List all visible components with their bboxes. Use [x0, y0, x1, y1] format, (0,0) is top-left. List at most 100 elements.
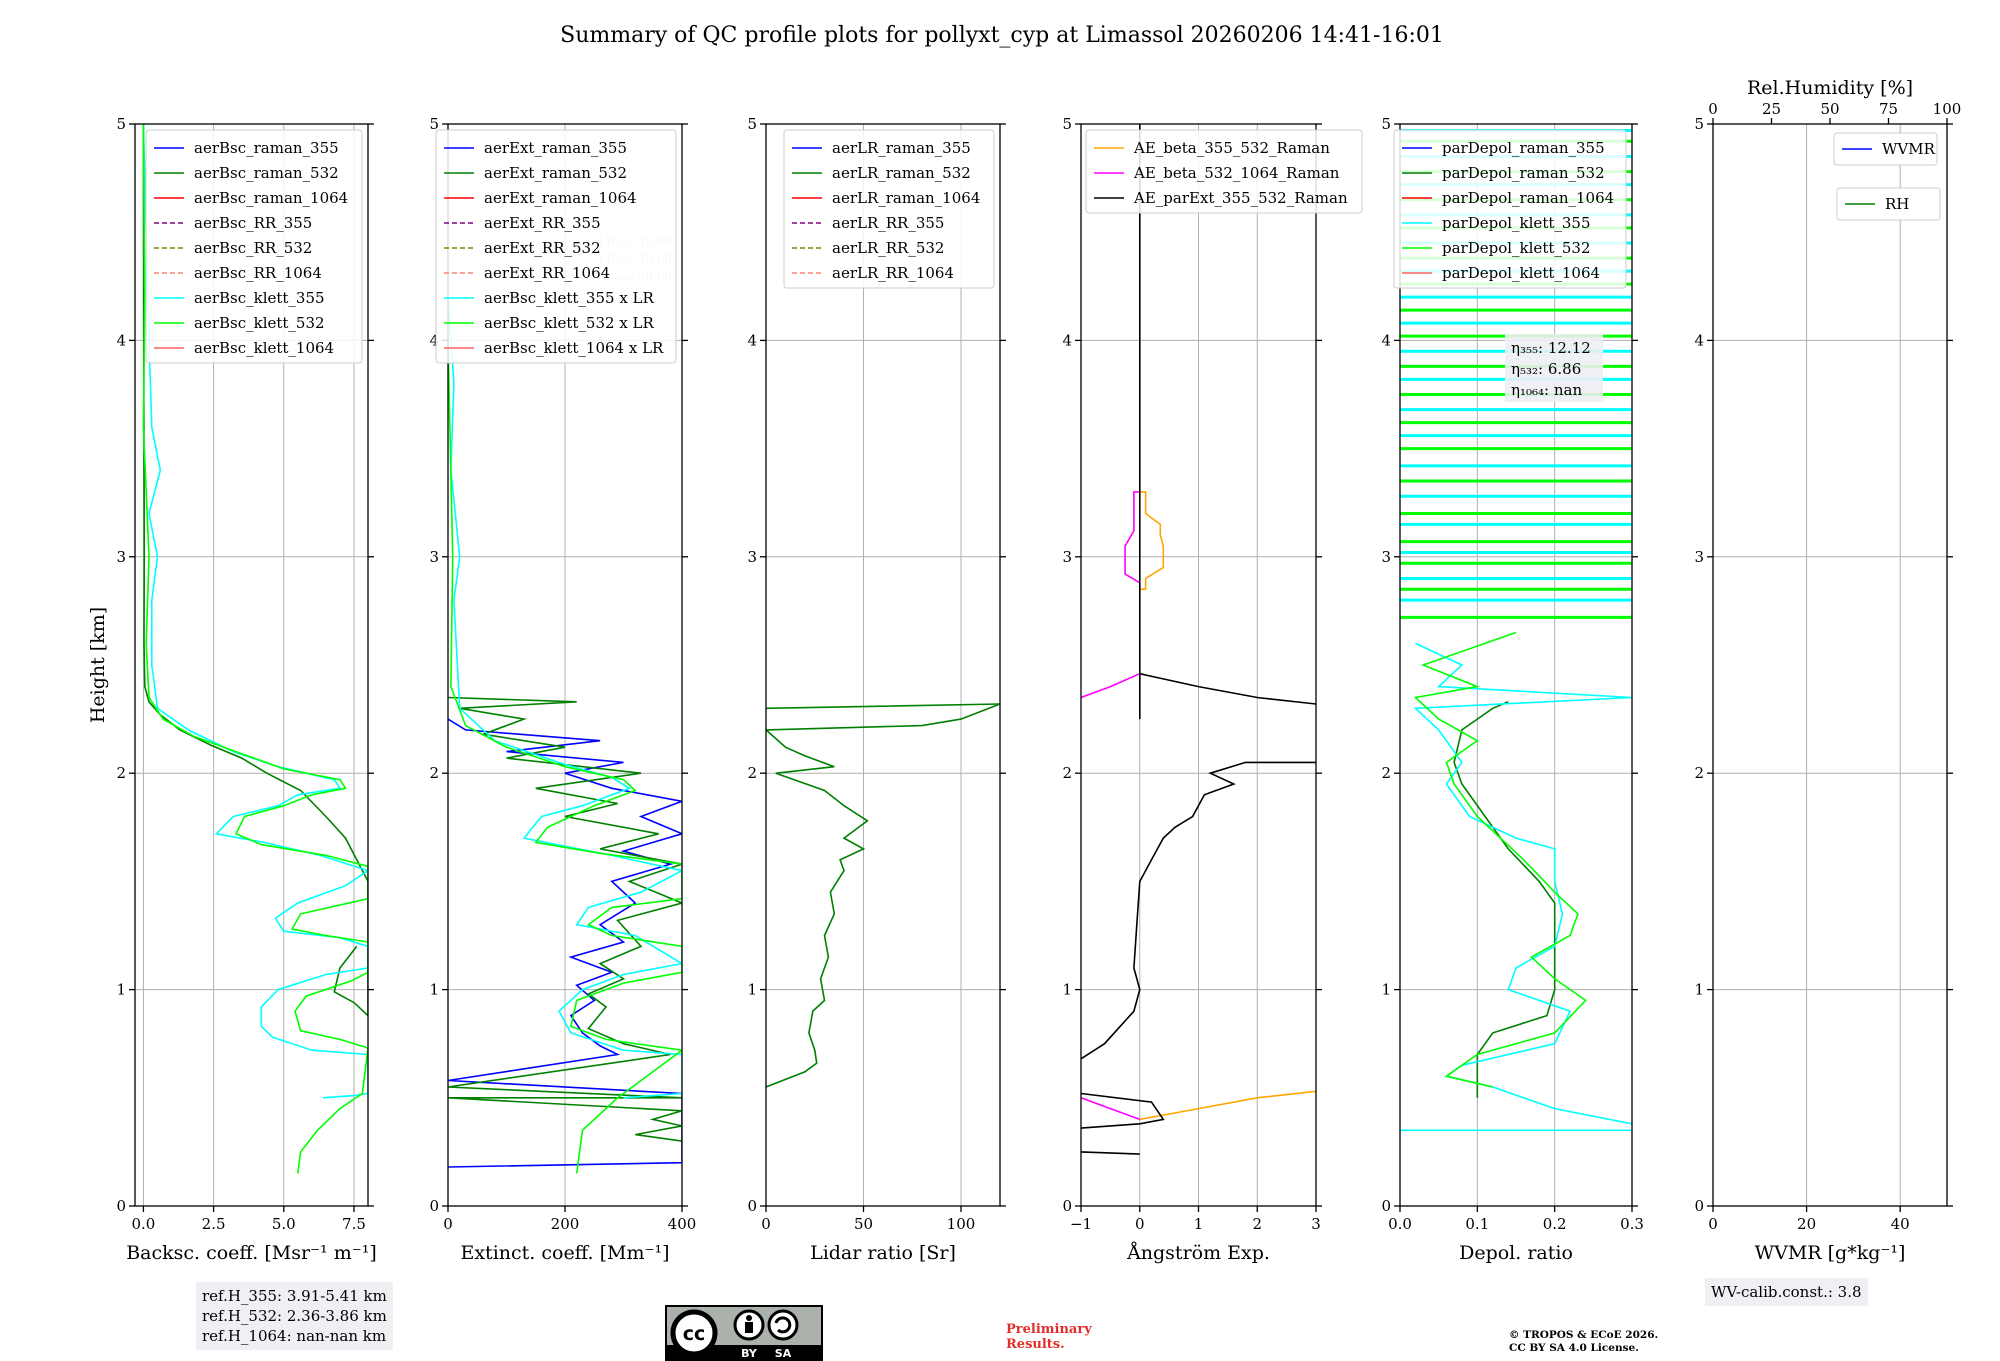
y-tick-label: 5 [1381, 115, 1391, 133]
top-tick-label: 100 [1933, 100, 1962, 118]
legend-box [1393, 129, 1627, 289]
legend-label: aerBsc_klett_532 x LR [484, 314, 655, 332]
x-tick-label: 0 [443, 1215, 453, 1233]
x-tick-label: 1 [1194, 1215, 1204, 1233]
top-axis-label: Rel.Humidity [%] [1747, 77, 1913, 99]
legend-label: parDepol_klett_355 [1442, 214, 1591, 232]
legend-label: parDepol_klett_532 [1442, 239, 1591, 257]
cc-license-badge: cc BY SA [665, 1305, 823, 1361]
y-tick-label: 2 [1062, 764, 1072, 782]
reference-height-box: ref.H_355: 3.91-5.41 km ref.H_532: 2.36-… [196, 1282, 393, 1350]
legend-label: aerLR_raman_1064 [832, 189, 980, 207]
series-AE_beta_355_532_Raman [1139, 491, 1316, 1121]
y-tick-label: 0 [1694, 1197, 1704, 1215]
x-tick-label: 0.2 [1543, 1215, 1567, 1233]
x-tick-label: 200 [551, 1215, 580, 1233]
top-tick-label: 75 [1879, 100, 1898, 118]
y-tick-label: 0 [1062, 1197, 1072, 1215]
y-tick-label: 3 [1062, 548, 1072, 566]
legend-label: aerExt_RR_532 [484, 239, 601, 257]
y-tick-label: 5 [1694, 115, 1704, 133]
x-tick-label: 400 [668, 1215, 697, 1233]
y-tick-label: 1 [1694, 981, 1704, 999]
legend-label: AE_beta_532_1064_Raman [1133, 164, 1340, 182]
legend: aerLR_raman_355 aerLR_raman_532 aerLR_rama… [783, 129, 995, 289]
legend: aerBsc_raman_355 aerBsc_raman_532 aerBsc_r… [145, 129, 363, 364]
y-tick-label: 0 [1381, 1197, 1391, 1215]
eta-label: η₃₅₅: 12.12 [1511, 339, 1591, 357]
series-AE_beta_532_1064_Raman [1081, 491, 1141, 1121]
legend-label: aerExt_RR_355 [484, 214, 601, 232]
figure-title: Summary of QC profile plots for pollyxt_… [560, 23, 1444, 48]
x-tick-label: 0.0 [1388, 1215, 1412, 1233]
legend-label: aerLR_RR_532 [832, 239, 944, 257]
svg-text:cc: cc [683, 1323, 706, 1345]
legend-label: aerBsc_raman_355 [194, 139, 339, 157]
legend-label: aerBsc_klett_532 [194, 314, 325, 332]
sa-label: SA [775, 1347, 792, 1360]
y-tick-label: 2 [116, 764, 126, 782]
x-axis-label: Backsc. coeff. [Msr⁻¹ m⁻¹] [126, 1242, 377, 1264]
y-tick-label: 4 [116, 331, 126, 349]
series-parDepol_klett_532 [1413, 631, 1587, 1088]
preliminary-line-2: Results. [1006, 1337, 1065, 1352]
legend: aerExt_raman_355 aerExt_raman_532 aerExt_r… [435, 129, 677, 364]
series-aerBsc_klett_532 [142, 124, 368, 1174]
y-tick-label: 2 [429, 764, 439, 782]
wv-calib-const: WV-calib.const.: 3.8 [1711, 1283, 1862, 1301]
legend-label: aerExt_RR_1064 [484, 264, 610, 282]
x-tick-label: 40 [1891, 1215, 1910, 1233]
y-tick-label: 0 [747, 1197, 757, 1215]
y-tick-label: 3 [1381, 548, 1391, 566]
legend-label: aerBsc_klett_355 x LR [484, 289, 655, 307]
x-axis-label: Extinct. coeff. [Mm⁻¹] [460, 1242, 669, 1264]
y-tick-label: 4 [1381, 331, 1391, 349]
x-tick-label: 0.0 [131, 1215, 155, 1233]
legend-label: AE_parExt_355_532_Raman [1133, 189, 1348, 207]
x-tick-label: −1 [1070, 1215, 1092, 1233]
y-tick-label: 5 [116, 115, 126, 133]
eta-label: η₁₀₆₄: nan [1511, 381, 1582, 399]
x-tick-label: 0.1 [1465, 1215, 1489, 1233]
plot-frame [1399, 123, 1633, 1207]
legend-label: aerLR_raman_532 [832, 164, 971, 182]
legend-label: aerLR_RR_1064 [832, 264, 954, 282]
x-tick-label: 100 [947, 1215, 976, 1233]
series-aerBsc_klett_355 x LR [448, 297, 682, 1099]
x-tick-label: 2.5 [202, 1215, 226, 1233]
x-axis-label: Ångström Exp. [1126, 1242, 1270, 1264]
legend-label: aerExt_raman_1064 [484, 189, 637, 207]
legend-label: parDepol_klett_1064 [1442, 264, 1600, 282]
x-axis-label: Lidar ratio [Sr] [810, 1242, 956, 1264]
legend-box [1833, 132, 1938, 166]
legend: AE_beta_355_532_Raman AE_beta_532_1064_Ra… [1085, 129, 1363, 214]
panel-lidar_ratio: 0 50 100 0 1 2 3 4 5 Lidar ratio [Sr] aerLR_raman_… [747, 115, 1006, 1264]
series-aerBsc_klett_355 [142, 124, 368, 1099]
by-label: BY [741, 1347, 758, 1360]
y-tick-label: 4 [429, 331, 439, 349]
cc-icon [670, 1309, 718, 1357]
panel-depol: 0.0 0.1 0.2 0.3 0 1 2 3 4 5 Depol. ratio η₃₅₅: 12.1… [1381, 115, 1643, 1264]
plot-frame [134, 123, 369, 1207]
y-tick-label: 3 [429, 548, 439, 566]
x-tick-label: 0 [1708, 1215, 1718, 1233]
series-aerBsc_raman_532 [142, 124, 368, 1017]
y-tick-label: 3 [1694, 548, 1704, 566]
y-tick-label: 0 [116, 1197, 126, 1215]
plot-frame [1712, 123, 1948, 1207]
legend-label: aerBsc_RR_355 [194, 214, 312, 232]
ref-h-532: ref.H_532: 2.36-3.86 km [202, 1307, 387, 1325]
y-tick-label: 1 [747, 981, 757, 999]
legend-label: aerBsc_RR_1064 [194, 264, 322, 282]
legend-label: WVMR [1882, 140, 1936, 158]
x-tick-label: 0.3 [1620, 1215, 1644, 1233]
legend-label: aerBsc_klett_1064 [194, 339, 334, 357]
legend-label: aerBsc_klett_355 [194, 289, 325, 307]
series-aerExt_raman_532 [448, 696, 682, 1142]
series-parDepol_raman_532 [1453, 701, 1556, 1098]
y-tick-label: 1 [1381, 981, 1391, 999]
y-tick-label: 0 [429, 1197, 439, 1215]
series-aerBsc_klett_532 x LR [448, 340, 682, 1174]
legend-box [145, 129, 363, 364]
